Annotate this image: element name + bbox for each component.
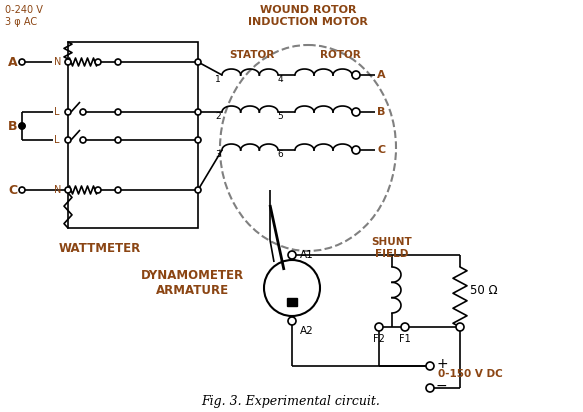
Text: 5: 5	[277, 112, 283, 121]
Text: 2: 2	[215, 112, 221, 121]
Text: F1: F1	[399, 334, 411, 344]
Text: 50 Ω: 50 Ω	[470, 285, 498, 297]
Circle shape	[95, 59, 101, 65]
Circle shape	[115, 137, 121, 143]
Text: C: C	[377, 145, 385, 155]
Circle shape	[19, 123, 25, 129]
Circle shape	[19, 59, 25, 65]
Circle shape	[65, 109, 71, 115]
Bar	[68, 42, 198, 228]
Text: 4: 4	[277, 75, 283, 84]
Text: WOUND ROTOR
INDUCTION MOTOR: WOUND ROTOR INDUCTION MOTOR	[248, 5, 368, 27]
Circle shape	[195, 109, 201, 115]
Text: F2: F2	[373, 334, 385, 344]
Text: 3: 3	[215, 150, 221, 159]
Circle shape	[195, 59, 201, 65]
Text: STATOR: STATOR	[229, 50, 275, 60]
Circle shape	[65, 59, 71, 65]
Text: A2: A2	[300, 326, 314, 336]
Text: 0-150 V DC: 0-150 V DC	[438, 369, 503, 379]
Text: +: +	[436, 357, 448, 371]
Text: L: L	[54, 107, 59, 117]
Text: ROTOR: ROTOR	[319, 50, 360, 60]
Circle shape	[115, 109, 121, 115]
Text: A: A	[377, 70, 385, 80]
Bar	[287, 298, 297, 306]
Text: 1: 1	[215, 75, 221, 84]
Text: −: −	[436, 379, 448, 393]
Text: WATTMETER: WATTMETER	[59, 242, 141, 255]
Circle shape	[401, 323, 409, 331]
Circle shape	[65, 137, 71, 143]
Text: B: B	[8, 119, 17, 133]
Circle shape	[195, 137, 201, 143]
Circle shape	[456, 323, 464, 331]
Circle shape	[95, 187, 101, 193]
Circle shape	[375, 323, 383, 331]
Text: SHUNT
FIELD: SHUNT FIELD	[371, 237, 412, 259]
Circle shape	[426, 384, 434, 392]
Circle shape	[80, 137, 86, 143]
Circle shape	[19, 187, 25, 193]
Circle shape	[352, 71, 360, 79]
Text: 6: 6	[277, 150, 283, 159]
Text: 0-240 V
3 φ AC: 0-240 V 3 φ AC	[5, 5, 43, 27]
Circle shape	[288, 251, 296, 259]
Text: DYNAMOMETER
ARMATURE: DYNAMOMETER ARMATURE	[141, 269, 244, 297]
Circle shape	[115, 59, 121, 65]
Circle shape	[115, 187, 121, 193]
Circle shape	[288, 317, 296, 325]
Text: N: N	[54, 57, 61, 67]
Circle shape	[19, 123, 25, 129]
Circle shape	[352, 146, 360, 154]
Circle shape	[195, 187, 201, 193]
Circle shape	[65, 187, 71, 193]
Circle shape	[352, 108, 360, 116]
Circle shape	[426, 362, 434, 370]
Text: B: B	[377, 107, 385, 117]
Text: A: A	[8, 56, 17, 68]
Text: Fig. 3. Experimental circuit.: Fig. 3. Experimental circuit.	[202, 395, 381, 408]
Text: L: L	[54, 135, 59, 145]
Text: C: C	[8, 183, 17, 197]
Text: N: N	[54, 185, 61, 195]
Circle shape	[80, 109, 86, 115]
Text: A1: A1	[300, 250, 314, 260]
